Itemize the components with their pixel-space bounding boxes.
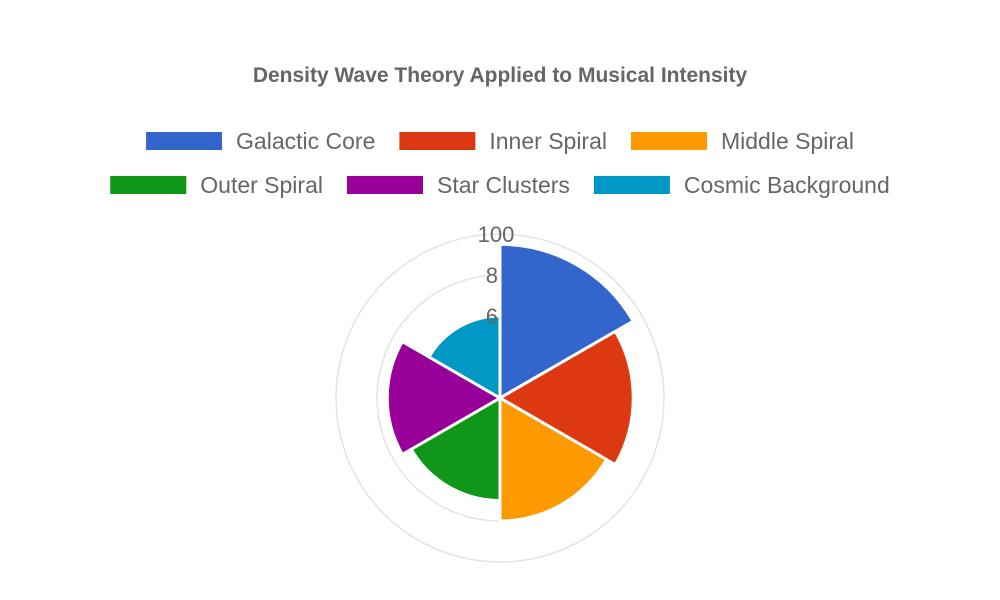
legend-label[interactable]: Cosmic Background: [684, 172, 890, 198]
legend-swatch[interactable]: [110, 176, 187, 194]
grid-circle: [335, 233, 665, 563]
chart-title: Density Wave Theory Applied to Musical I…: [253, 64, 748, 87]
legend-label[interactable]: Inner Spiral: [489, 128, 607, 154]
slice-outer-spiral[interactable]: [409, 396, 502, 502]
radial-tick-label: 6: [486, 304, 498, 329]
legend-swatch[interactable]: [631, 132, 707, 150]
slices: [385, 242, 635, 523]
slice-galactic-core[interactable]: [498, 242, 635, 400]
slice-inner-spiral[interactable]: [498, 329, 635, 467]
legend-swatch[interactable]: [593, 176, 670, 194]
legend-swatch[interactable]: [346, 176, 423, 194]
legend-label[interactable]: Star Clusters: [437, 172, 570, 198]
slice-star-clusters[interactable]: [385, 340, 502, 456]
legend-swatch[interactable]: [399, 132, 476, 150]
legend-label[interactable]: Outer Spiral: [200, 172, 323, 198]
legend: Galactic Core Inner Spiral Middle Spiral Ou…: [110, 128, 890, 198]
slice-middle-spiral[interactable]: [498, 396, 609, 523]
legend-label[interactable]: Middle Spiral: [721, 128, 854, 154]
legend-swatch[interactable]: [146, 132, 223, 150]
legend-label[interactable]: Galactic Core: [236, 128, 375, 154]
radial-tick-label: 100: [478, 222, 515, 247]
slice-cosmic-background[interactable]: [427, 314, 502, 400]
radial-tick-label: 8: [486, 263, 498, 288]
radial-ticks: 6 8 100: [478, 222, 515, 329]
